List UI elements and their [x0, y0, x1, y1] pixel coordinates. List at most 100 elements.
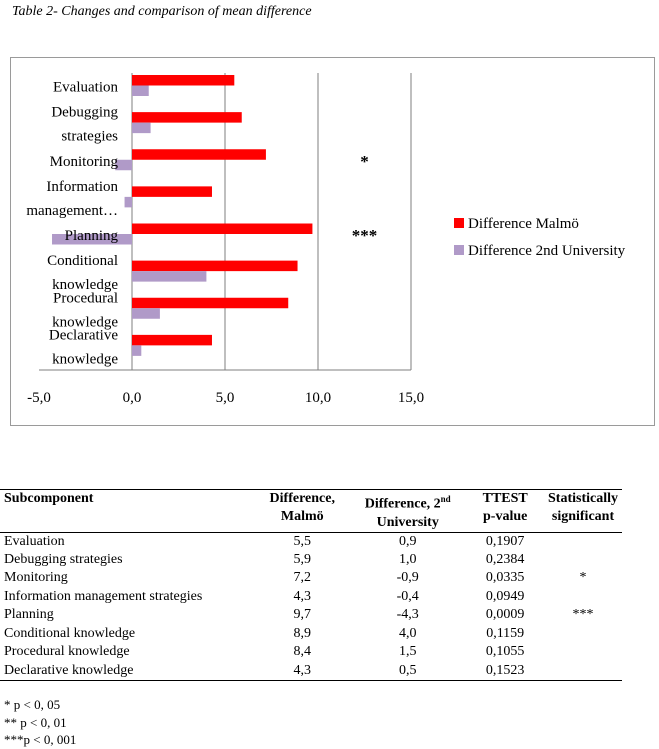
category-label: management…: [26, 203, 118, 219]
cell-malmo: 9,7: [293, 607, 312, 623]
category-label: strategies: [61, 129, 118, 145]
category-label: Planning: [65, 228, 119, 244]
cell-significant: [544, 588, 622, 606]
cell-significant: [544, 551, 622, 569]
cell-2nd-university: -4,3: [396, 607, 419, 623]
bar-malmo: [132, 334, 212, 346]
header-difference-2nd-university: Difference, 2nd University: [364, 494, 451, 530]
bar-2nd-university: [132, 345, 142, 356]
significance-marker: ***: [352, 226, 378, 245]
significance-notes: * p < 0, 05 ** p < 0, 01 ***p < 0, 001: [4, 696, 76, 749]
table-row: Information management strategies 4,3 -0,4…: [0, 588, 622, 606]
cell-subcomponent: Evaluation: [4, 533, 65, 549]
cell-subcomponent: Planning: [4, 607, 54, 623]
cell-p-value: 0,1907: [485, 533, 525, 549]
cell-subcomponent: Declarative knowledge: [4, 662, 134, 678]
table-row: Evaluation 5,5 0,9 0,1907: [0, 532, 622, 551]
bar-malmo: [132, 223, 313, 234]
bar-2nd-university: [124, 196, 132, 208]
cell-2nd-university: 1,5: [398, 644, 417, 660]
note-p05: * p < 0, 05: [4, 697, 61, 712]
table-row: Procedural knowledge 8,4 1,5 0,1055: [0, 643, 622, 661]
header-subcomponent: Subcomponent: [4, 491, 94, 506]
cell-2nd-university: 0,5: [398, 662, 417, 678]
cell-p-value: 0,1523: [485, 662, 525, 678]
legend-label: Difference Malmö: [468, 216, 579, 232]
legend-swatch: [454, 218, 464, 228]
cell-p-value: 0,1055: [485, 644, 525, 660]
cell-subcomponent: Information management strategies: [4, 588, 203, 604]
cell-p-value: 0,0335: [485, 570, 525, 586]
chart-container: Evaluation Debugging strategies Monitoring I…: [10, 57, 655, 426]
legend-swatch: [454, 245, 464, 255]
category-label: Declarative: [49, 327, 118, 343]
table-header-row: Subcomponent Difference, Malmö Difference…: [0, 489, 622, 533]
bar-2nd-university: [115, 159, 132, 171]
bar-malmo: [132, 112, 242, 123]
bar-malmo: [132, 260, 298, 272]
cell-significant: [544, 662, 622, 681]
cell-significant: [544, 625, 622, 643]
cell-malmo: 8,4: [293, 644, 312, 660]
cell-p-value: 0,0949: [485, 588, 525, 604]
cell-2nd-university: 4,0: [398, 625, 417, 641]
cell-p-value: 0,0009: [485, 607, 525, 623]
header-significant: Statistically significant: [548, 491, 618, 524]
cell-subcomponent: Conditional knowledge: [4, 625, 136, 641]
cell-2nd-university: -0,9: [396, 570, 419, 586]
x-tick-label: -5,0: [27, 390, 51, 406]
category-label: Conditional: [47, 253, 118, 269]
bar-chart: Evaluation Debugging strategies Monitoring I…: [26, 73, 626, 406]
results-table: Subcomponent Difference, Malmö Difference…: [0, 489, 622, 681]
category-label: Monitoring: [50, 154, 119, 170]
category-label: knowledge: [52, 314, 118, 330]
cell-significant: ***: [572, 607, 594, 623]
cell-malmo: 4,3: [293, 588, 312, 604]
cell-p-value: 0,2384: [485, 552, 525, 568]
category-label: Information: [46, 179, 118, 195]
cell-significant: [544, 643, 622, 661]
cell-malmo: 5,5: [293, 533, 312, 549]
x-tick-label: 5,0: [216, 390, 235, 406]
table-row: Planning 9,7 -4,3 0,0009 ***: [0, 606, 622, 624]
table-row: Monitoring 7,2 -0,9 0,0335 *: [0, 569, 622, 587]
cell-subcomponent: Procedural knowledge: [4, 644, 130, 660]
cell-2nd-university: -0,4: [396, 588, 419, 604]
bar-2nd-university: [132, 85, 149, 96]
x-tick-label: 15,0: [398, 390, 424, 406]
bar-2nd-university: [132, 271, 207, 282]
note-p001: ***p < 0, 001: [4, 732, 77, 747]
table-row: Debugging strategies 5,9 1,0 0,2384: [0, 551, 622, 569]
header-difference-malmo: Difference, Malmö: [269, 491, 335, 524]
bar-malmo: [132, 75, 235, 86]
category-label: Debugging: [51, 105, 118, 121]
table-row: Declarative knowledge 4,3 0,5 0,1523: [0, 662, 622, 681]
significance-marker: *: [360, 152, 369, 171]
cell-malmo: 7,2: [293, 570, 312, 586]
cell-malmo: 5,9: [293, 552, 312, 568]
bar-malmo: [132, 297, 289, 309]
cell-malmo: 4,3: [293, 662, 312, 678]
category-label: knowledge: [52, 351, 118, 367]
bar-2nd-university: [132, 122, 151, 134]
note-p01: ** p < 0, 01: [4, 714, 67, 730]
cell-p-value: 0,1159: [486, 625, 525, 641]
category-label: Evaluation: [53, 80, 118, 96]
bar-malmo: [132, 149, 266, 160]
bar-2nd-university: [52, 234, 132, 245]
header-ttest: TTEST p-value: [482, 491, 528, 524]
table-row: Conditional knowledge 8,9 4,0 0,1159: [0, 625, 622, 643]
cell-significant: *: [579, 570, 587, 586]
cell-2nd-university: 1,0: [398, 552, 417, 568]
legend-label: Difference 2nd University: [468, 243, 626, 259]
x-tick-label: 0,0: [123, 390, 142, 406]
cell-significant: [544, 532, 622, 551]
cell-2nd-university: 0,9: [398, 533, 417, 549]
bar-malmo: [132, 186, 212, 197]
cell-malmo: 8,9: [293, 625, 312, 641]
cell-subcomponent: Debugging strategies: [4, 552, 123, 568]
bar-2nd-university: [132, 308, 160, 319]
cell-subcomponent: Monitoring: [4, 570, 68, 586]
category-label: Procedural: [53, 290, 118, 306]
category-label: knowledge: [52, 277, 118, 293]
